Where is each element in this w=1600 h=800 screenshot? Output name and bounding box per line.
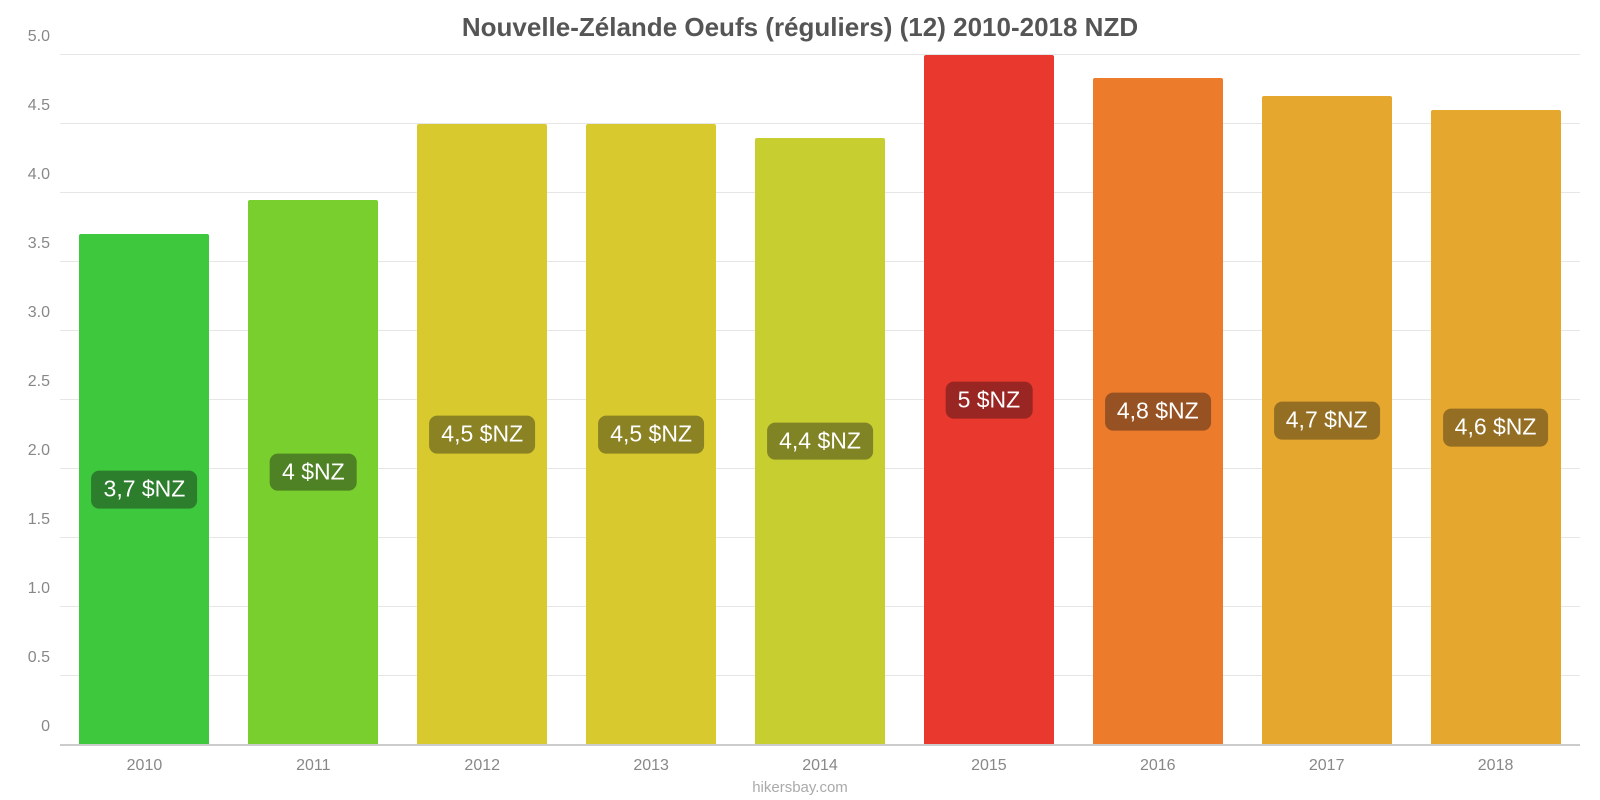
x-axis-label: 2016 (1073, 757, 1242, 775)
bar-slot: 4,6 $NZ2018 (1411, 55, 1580, 745)
x-axis-label: 2014 (736, 757, 905, 775)
bar-slot: 4,5 $NZ2013 (567, 55, 736, 745)
y-axis-label: 4.5 (28, 97, 50, 115)
bar-slot: 3,7 $NZ2010 (60, 55, 229, 745)
y-axis-label: 3.0 (28, 304, 50, 322)
bar-slot: 4,5 $NZ2012 (398, 55, 567, 745)
bar: 4,8 $NZ (1093, 78, 1223, 745)
bar-slot: 4,4 $NZ2014 (736, 55, 905, 745)
y-axis-label: 3.5 (28, 235, 50, 253)
value-badge: 4,4 $NZ (767, 423, 873, 460)
bar: 5 $NZ (924, 55, 1054, 745)
plot-area: 00.51.01.52.02.53.03.54.04.55.0 3,7 $NZ2… (60, 55, 1580, 745)
value-badge: 3,7 $NZ (92, 471, 198, 508)
y-axis-label: 2.5 (28, 373, 50, 391)
bar: 4 $NZ (248, 200, 378, 745)
chart-title: Nouvelle-Zélande Oeufs (réguliers) (12) … (0, 12, 1600, 43)
x-axis-label: 2010 (60, 757, 229, 775)
value-badge: 4,8 $NZ (1105, 393, 1211, 430)
bar: 4,4 $NZ (755, 138, 885, 745)
bar-slot: 4,8 $NZ2016 (1073, 55, 1242, 745)
x-axis-label: 2011 (229, 757, 398, 775)
y-axis-label: 2.0 (28, 442, 50, 460)
value-badge: 5 $NZ (946, 381, 1033, 418)
value-badge: 4 $NZ (270, 454, 357, 491)
bar-slot: 4 $NZ2011 (229, 55, 398, 745)
value-badge: 4,5 $NZ (429, 416, 535, 453)
bar-slot: 4,7 $NZ2017 (1242, 55, 1411, 745)
value-badge: 4,6 $NZ (1443, 409, 1549, 446)
x-axis-baseline (60, 744, 1580, 746)
bars-container: 3,7 $NZ20104 $NZ20114,5 $NZ20124,5 $NZ20… (60, 55, 1580, 745)
y-axis-label: 5.0 (28, 28, 50, 46)
bar: 4,5 $NZ (586, 124, 716, 745)
x-axis-label: 2017 (1242, 757, 1411, 775)
chart-source: hikersbay.com (0, 779, 1600, 796)
bar: 3,7 $NZ (79, 234, 209, 745)
x-axis-label: 2013 (567, 757, 736, 775)
y-axis-label: 1.0 (28, 580, 50, 598)
y-axis-label: 4.0 (28, 166, 50, 184)
bar: 4,6 $NZ (1431, 110, 1561, 745)
x-axis-label: 2015 (904, 757, 1073, 775)
bar: 4,5 $NZ (417, 124, 547, 745)
y-axis-label: 0.5 (28, 649, 50, 667)
y-axis-label: 0 (41, 718, 50, 736)
bar-slot: 5 $NZ2015 (904, 55, 1073, 745)
value-badge: 4,7 $NZ (1274, 402, 1380, 439)
y-axis-label: 1.5 (28, 511, 50, 529)
bar: 4,7 $NZ (1262, 96, 1392, 745)
x-axis-label: 2012 (398, 757, 567, 775)
value-badge: 4,5 $NZ (598, 416, 704, 453)
x-axis-label: 2018 (1411, 757, 1580, 775)
bar-chart: Nouvelle-Zélande Oeufs (réguliers) (12) … (0, 0, 1600, 800)
